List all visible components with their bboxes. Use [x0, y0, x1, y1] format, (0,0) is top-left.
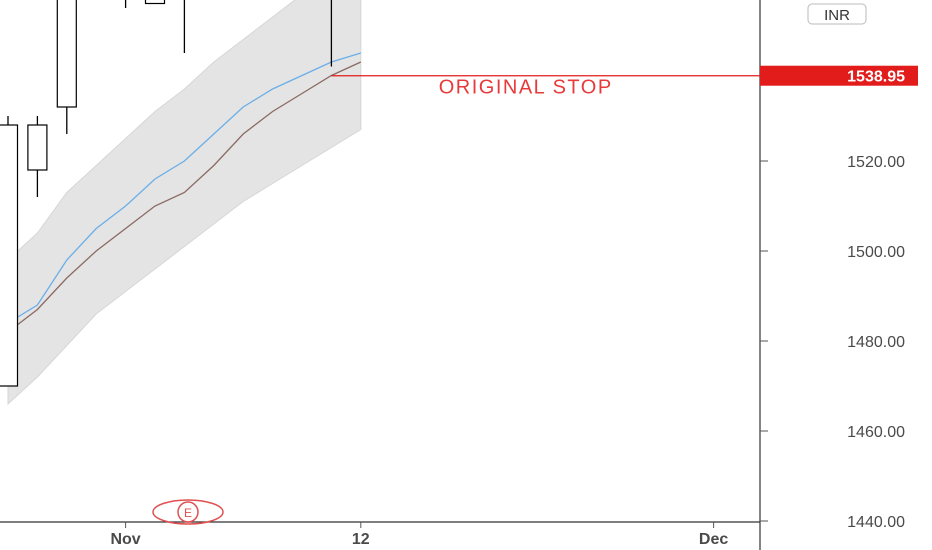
- currency-badge[interactable]: INR: [807, 3, 867, 25]
- candle[interactable]: [116, 0, 135, 8]
- price-axis-tag-label: 1538.95: [847, 69, 905, 86]
- level-label: ORIGINAL STOP: [439, 77, 613, 99]
- envelope-band-area: [7, 0, 362, 406]
- event-marker-group: E: [152, 499, 224, 525]
- envelope-band: [7, 0, 362, 406]
- moving-averages: [7, 52, 362, 333]
- time-axis-tick-label: Dec: [699, 531, 728, 548]
- candle[interactable]: [27, 116, 48, 197]
- time-axis-tick-label: Nov: [110, 531, 140, 548]
- currency-badge-box[interactable]: [807, 3, 867, 25]
- currency-label: INR: [824, 7, 850, 24]
- time-axis-tick-label: 12: [352, 531, 370, 548]
- candle[interactable]: [175, 0, 194, 53]
- candlesticks: [0, 0, 341, 387]
- event-marker-label: E: [184, 506, 192, 520]
- candle-body: [56, 0, 77, 108]
- candle-body: [144, 0, 166, 5]
- candle[interactable]: [56, 0, 77, 134]
- price-axis-tick-label: 1500.00: [847, 244, 905, 261]
- price-axis-tick-label: 1520.00: [847, 154, 905, 171]
- candle[interactable]: [322, 0, 341, 67]
- candle[interactable]: [0, 116, 19, 387]
- candle-body: [0, 124, 19, 387]
- event-marker-circle[interactable]: [152, 499, 224, 525]
- candle[interactable]: [144, 0, 166, 5]
- event-marker-dot[interactable]: [177, 501, 199, 523]
- moving-average-blue-line: [7, 52, 361, 324]
- trade-levels: 2 R Target1___51 R Traget1625.05Entry158…: [331, 65, 918, 99]
- price-axis-tick-label: 1480.00: [847, 334, 905, 351]
- price-axis-tick-label: 1460.00: [847, 424, 905, 441]
- price-axis-tag[interactable]: 1538.95: [760, 65, 918, 86]
- candle-body: [27, 124, 48, 171]
- price-axis-tag-box: [760, 65, 918, 86]
- price-axis-tick-label: 1440.00: [847, 514, 905, 531]
- moving-average-brown-line: [7, 61, 362, 333]
